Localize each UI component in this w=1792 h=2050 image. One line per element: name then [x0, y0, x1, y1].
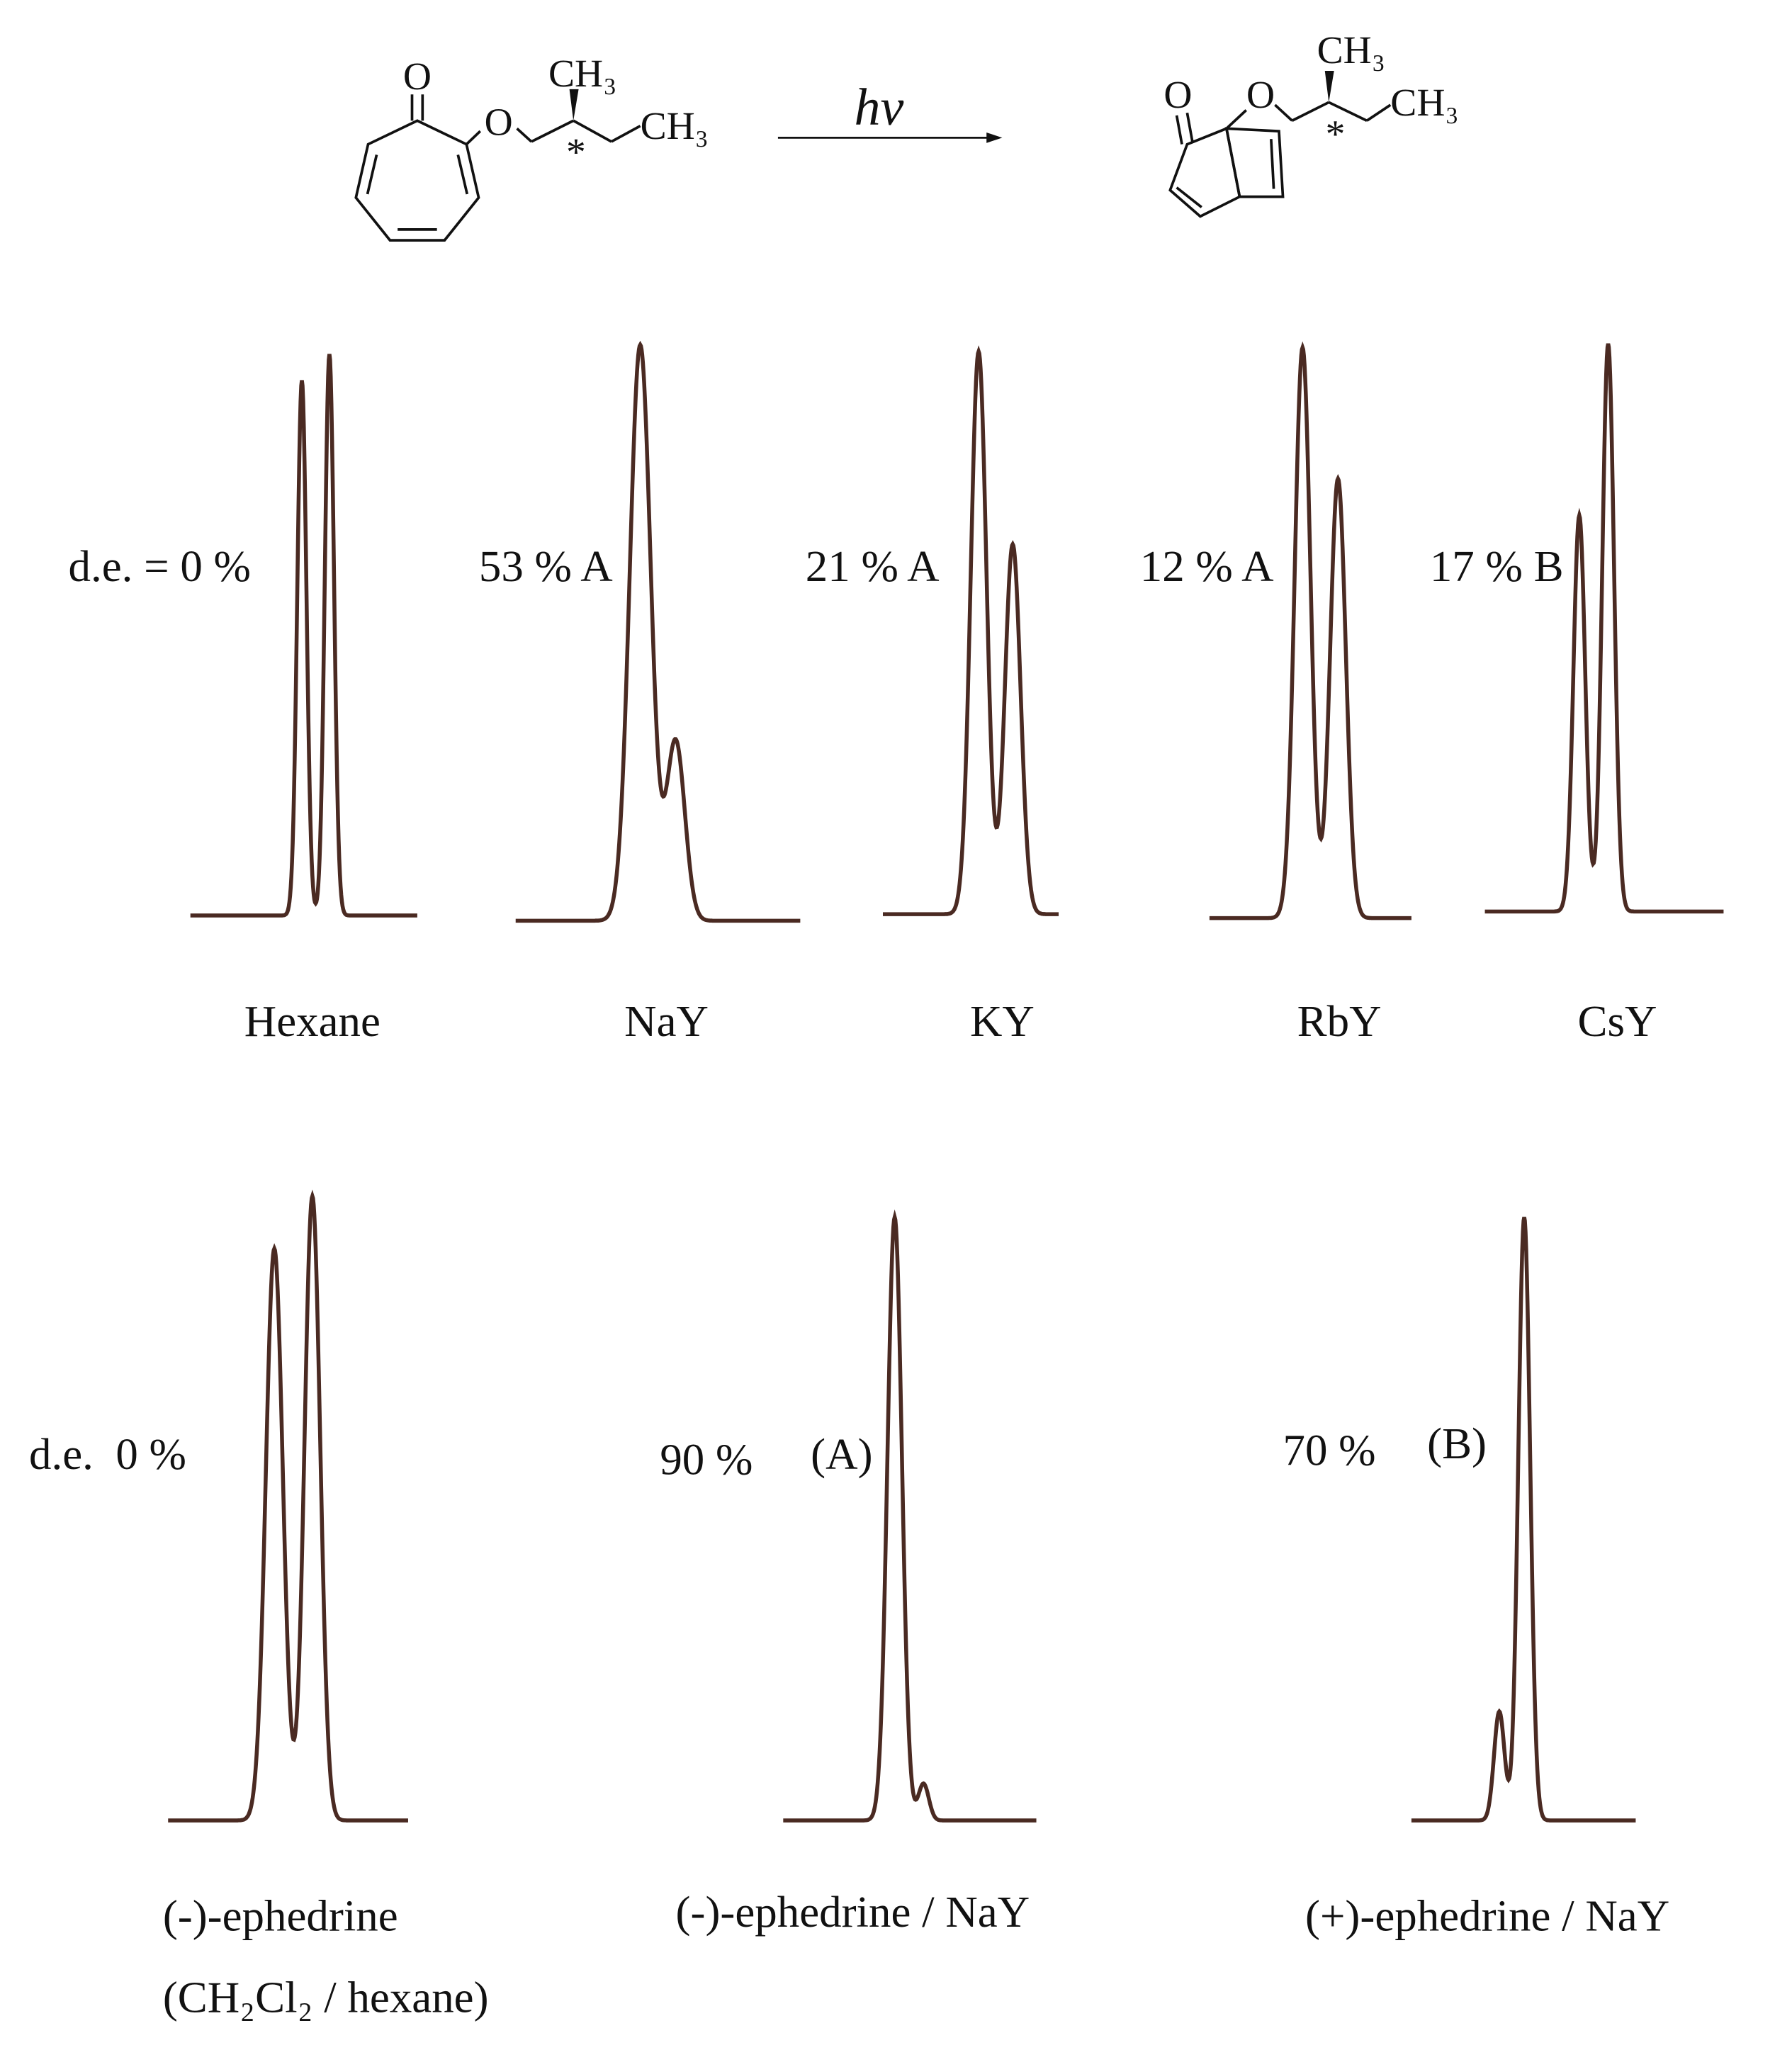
- de-label: 90 %: [660, 1434, 753, 1484]
- medium-label: (+)-ephedrine / NaY: [1305, 1891, 1669, 1941]
- atom-label: CH₃: [1317, 29, 1385, 72]
- atom-label: CH₃: [1390, 81, 1458, 125]
- de-label: 17 % B: [1430, 541, 1564, 591]
- de-label: d.e. 0 %: [29, 1429, 186, 1479]
- de-label: 12 % A: [1140, 541, 1274, 591]
- atom-label: CH₃: [641, 105, 709, 148]
- product-structure: O O CH₃ CH₃ *: [1163, 29, 1459, 218]
- chromatogram-trace: [1209, 341, 1411, 920]
- chromatogram-trace: [1484, 343, 1724, 914]
- chromatogram-trace: [168, 1189, 408, 1823]
- de-label: 21 % A: [806, 541, 940, 591]
- atom-label: O: [1246, 74, 1275, 117]
- atom-label: CH₃: [548, 52, 616, 96]
- medium-label: (-)-ephedrine: [163, 1891, 398, 1941]
- chromatogram-trace: [1411, 1217, 1636, 1823]
- de-label: 70 %: [1283, 1425, 1376, 1475]
- chromatogram-trace: [515, 340, 801, 923]
- atom-label: O: [403, 55, 432, 98]
- chromatogram-trace: [783, 1209, 1037, 1823]
- stereo-mark: *: [566, 131, 586, 174]
- arrow-label: hν: [855, 79, 904, 137]
- medium-label: RbY: [1297, 996, 1382, 1046]
- atom-label: O: [1163, 74, 1192, 117]
- selectivity-label: (A): [811, 1429, 872, 1479]
- medium-label: CsY: [1578, 996, 1657, 1046]
- medium-label: KY: [970, 996, 1035, 1046]
- chromatogram-trace: [882, 345, 1059, 916]
- arrow-head: [986, 132, 1003, 143]
- medium-label: (-)-ephedrine / NaY: [676, 1887, 1030, 1937]
- selectivity-label: (B): [1427, 1419, 1487, 1468]
- medium-label: Hexane: [244, 996, 381, 1046]
- chromatogram-trace: [190, 354, 417, 918]
- stereo-mark: *: [1326, 113, 1346, 156]
- de-label: d.e. = 0 %: [69, 541, 251, 591]
- reactant-structure: O O CH₃ CH₃ *: [354, 52, 709, 242]
- medium-label: NaY: [624, 996, 709, 1046]
- medium-label: (CH₂Cl₂ / hexane): [163, 1972, 489, 2022]
- atom-label: O: [485, 101, 513, 145]
- de-label: 53 % A: [479, 541, 613, 591]
